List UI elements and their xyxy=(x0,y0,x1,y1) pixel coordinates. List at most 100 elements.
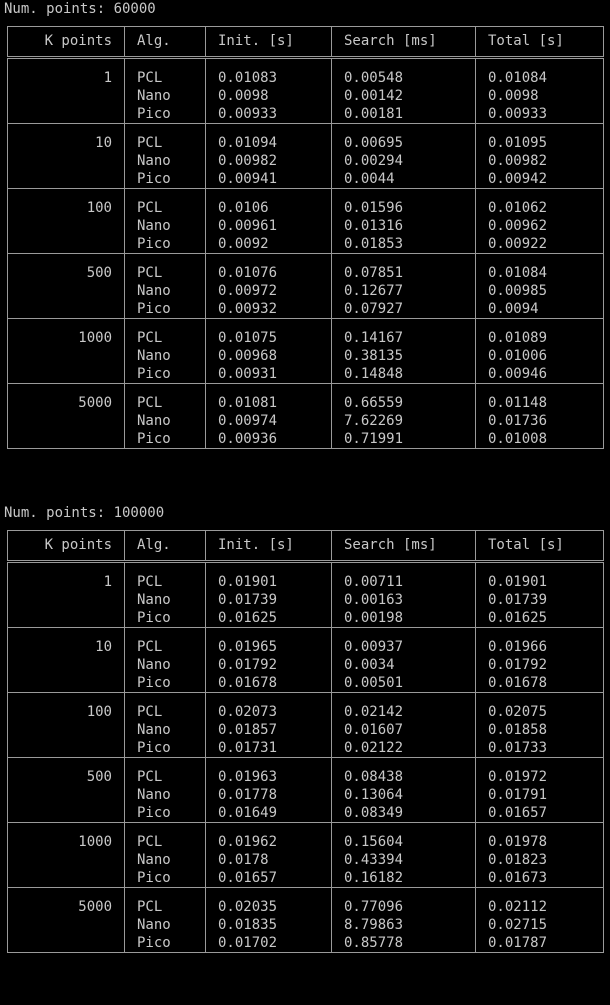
total-time-value: 0.0094 xyxy=(488,301,539,317)
table-row: 100 PCL Nano Pico 0.0106 0.00961 0.0092 0.01596… xyxy=(7,188,604,254)
cell-init-time: 0.01075 0.00968 0.00931 xyxy=(205,318,332,384)
cell-search-time: 0.07851 0.12677 0.07927 xyxy=(331,253,476,319)
cell-init-time: 0.0106 0.00961 0.0092 xyxy=(205,188,332,254)
total-time-value: 0.01084 xyxy=(488,265,548,281)
cell-init-time: 0.02035 0.01835 0.01702 xyxy=(205,887,332,953)
cell-search-time: 0.00548 0.00142 0.00181 xyxy=(331,57,476,124)
total-time-value: 0.00946 xyxy=(488,366,548,382)
search-time-value: 0.15604 xyxy=(344,834,404,850)
algorithm-value: PCL xyxy=(137,574,163,590)
search-time-value: 0.85778 xyxy=(344,935,404,951)
k-points-value: 1 xyxy=(103,70,112,86)
init-time-value: 0.01678 xyxy=(218,675,278,691)
search-time-value: 0.16182 xyxy=(344,870,404,886)
k-points-value: 500 xyxy=(86,769,112,785)
algorithm-value: Pico xyxy=(137,740,171,756)
init-time-value: 0.02073 xyxy=(218,704,278,720)
cell-algorithm: PCL Nano Pico xyxy=(124,123,206,189)
total-time-value: 0.01084 xyxy=(488,70,548,86)
cell-algorithm: PCL Nano Pico xyxy=(124,887,206,953)
algorithm-value: PCL xyxy=(137,769,163,785)
search-time-value: 0.00294 xyxy=(344,153,404,169)
search-time-value: 0.0044 xyxy=(344,171,395,187)
search-time-value: 0.77096 xyxy=(344,899,404,915)
benchmark-table: K points Alg. Init. [s] Search [ms] Total [s… xyxy=(7,530,604,953)
total-time-value: 0.00985 xyxy=(488,283,548,299)
search-time-value: 0.43394 xyxy=(344,852,404,868)
algorithm-value: PCL xyxy=(137,395,163,411)
total-time-value: 0.01062 xyxy=(488,200,548,216)
cell-init-time: 0.01094 0.00982 0.00941 xyxy=(205,123,332,189)
search-time-value: 0.01607 xyxy=(344,722,404,738)
cell-algorithm: PCL Nano Pico xyxy=(124,318,206,384)
total-time-value: 0.01148 xyxy=(488,395,548,411)
cell-search-time: 0.66559 7.62269 0.71991 xyxy=(331,383,476,449)
search-time-value: 0.00711 xyxy=(344,574,404,590)
algorithm-value: Pico xyxy=(137,935,171,951)
search-time-value: 0.00181 xyxy=(344,106,404,122)
algorithm-value: PCL xyxy=(137,834,163,850)
cell-search-time: 0.15604 0.43394 0.16182 xyxy=(331,822,476,888)
init-time-value: 0.01702 xyxy=(218,935,278,951)
init-time-value: 0.00974 xyxy=(218,413,278,429)
section-title: Num. points: 100000 xyxy=(4,505,165,521)
k-points-value: 500 xyxy=(86,265,112,281)
total-time-value: 0.01978 xyxy=(488,834,548,850)
init-time-value: 0.00931 xyxy=(218,366,278,382)
cell-total-time: 0.01148 0.01736 0.01008 xyxy=(475,383,604,449)
search-time-value: 0.07927 xyxy=(344,301,404,317)
init-time-value: 0.00941 xyxy=(218,171,278,187)
benchmark-table: K points Alg. Init. [s] Search [ms] Total [s… xyxy=(7,26,604,449)
column-header-algorithm: Alg. xyxy=(124,530,206,562)
cell-search-time: 0.02142 0.01607 0.02122 xyxy=(331,692,476,758)
total-time-value: 0.01791 xyxy=(488,787,548,803)
k-points-value: 10 xyxy=(95,639,112,655)
column-header-init-time: Init. [s] xyxy=(205,530,332,562)
total-time-value: 0.01823 xyxy=(488,852,548,868)
init-time-value: 0.01075 xyxy=(218,330,278,346)
total-time-value: 0.01625 xyxy=(488,610,548,626)
algorithm-value: Pico xyxy=(137,610,171,626)
cell-init-time: 0.01965 0.01792 0.01678 xyxy=(205,627,332,693)
cell-k-points: 1000 xyxy=(7,318,125,384)
init-time-value: 0.0092 xyxy=(218,236,269,252)
cell-k-points: 10 xyxy=(7,123,125,189)
search-time-value: 0.00163 xyxy=(344,592,404,608)
total-time-value: 0.00922 xyxy=(488,236,548,252)
table-row: 10 PCL Nano Pico 0.01965 0.01792 0.01678 0.0093… xyxy=(7,627,604,693)
cell-total-time: 0.01095 0.00982 0.00942 xyxy=(475,123,604,189)
column-header-k-points: K points xyxy=(7,530,125,562)
search-time-value: 0.01853 xyxy=(344,236,404,252)
cell-total-time: 0.01901 0.01739 0.01625 xyxy=(475,561,604,628)
init-time-value: 0.00972 xyxy=(218,283,278,299)
total-time-value: 0.01006 xyxy=(488,348,548,364)
table-row: 500 PCL Nano Pico 0.01963 0.01778 0.01649 0.084… xyxy=(7,757,604,823)
search-time-value: 0.02122 xyxy=(344,740,404,756)
algorithm-value: Pico xyxy=(137,236,171,252)
search-time-value: 0.71991 xyxy=(344,431,404,447)
cell-total-time: 0.01972 0.01791 0.01657 xyxy=(475,757,604,823)
column-header-search-time: Search [ms] xyxy=(331,26,476,58)
init-time-value: 0.01962 xyxy=(218,834,278,850)
total-time-value: 0.01858 xyxy=(488,722,548,738)
table-row: 1 PCL Nano Pico 0.01083 0.0098 0.00933 0.00548 0… xyxy=(7,57,604,124)
init-time-value: 0.01835 xyxy=(218,917,278,933)
total-time-value: 0.01901 xyxy=(488,574,548,590)
cell-search-time: 0.14167 0.38135 0.14848 xyxy=(331,318,476,384)
total-time-value: 0.02715 xyxy=(488,917,548,933)
cell-algorithm: PCL Nano Pico xyxy=(124,188,206,254)
cell-k-points: 10 xyxy=(7,627,125,693)
k-points-value: 100 xyxy=(86,704,112,720)
search-time-value: 0.08438 xyxy=(344,769,404,785)
init-time-value: 0.0098 xyxy=(218,88,269,104)
algorithm-value: Pico xyxy=(137,431,171,447)
search-time-value: 0.00142 xyxy=(344,88,404,104)
search-time-value: 0.01596 xyxy=(344,200,404,216)
init-time-value: 0.01081 xyxy=(218,395,278,411)
init-time-value: 0.0178 xyxy=(218,852,269,868)
total-time-value: 0.01673 xyxy=(488,870,548,886)
algorithm-value: Nano xyxy=(137,852,171,868)
init-time-value: 0.01792 xyxy=(218,657,278,673)
algorithm-value: PCL xyxy=(137,899,163,915)
search-time-value: 0.00198 xyxy=(344,610,404,626)
